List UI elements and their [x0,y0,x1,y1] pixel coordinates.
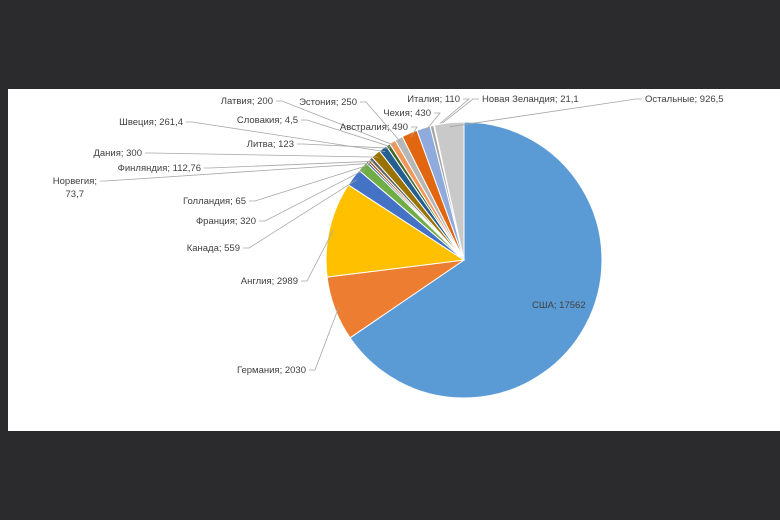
slice-label-8: Дания; 300 [93,148,142,159]
leader-line-5 [249,164,370,202]
leader-line-6 [100,162,372,182]
chart-panel: США; 17562 Германия; 2030 Англия; 2989 Кана… [8,89,780,431]
leader-line-11 [301,119,392,148]
leader-line-17 [434,98,479,130]
leader-line-4 [259,168,366,222]
slice-label-11: Словакия; 4,5 [237,115,298,126]
leader-line-2 [301,229,334,282]
slice-label-13: Эстония; 250 [299,97,357,108]
leader-line-14 [410,126,418,138]
slice-label-17: Новая Зеландия; 21,1 [482,94,579,105]
slice-label-1: Германия; 2030 [237,365,306,376]
leader-line-15 [424,112,441,133]
leader-line-1 [309,307,340,371]
leader-line-8 [145,152,379,158]
leader-line-3 [243,179,357,249]
pie-chart: США; 17562 Германия; 2030 Англия; 2989 Кана… [53,94,724,399]
pie-slice-0 [349,121,603,399]
leader-line-10 [297,143,391,149]
slice-label-0: США; 17562 [532,300,586,311]
slice-label-16: Италия; 110 [407,94,460,105]
leader-line-9 [186,121,386,152]
slice-label-10: Литва; 123 [247,139,294,150]
slice-label-9: Швеция; 261,4 [119,117,183,128]
pie-slice-18 [433,121,465,261]
slice-label-4: Франция; 320 [196,216,256,227]
leader-line-18 [449,98,642,128]
slice-label-12: Латвия; 200 [221,96,273,107]
slice-label-18: Остальные; 926,5 [645,94,724,105]
slice-label-7: Финляндия; 112,76 [118,163,201,174]
slice-label-6: Норвегия; 73,7 [53,176,97,200]
pie-slice-2 [325,184,466,278]
leader-line-7 [204,160,374,169]
slice-label-5: Голландия; 65 [183,196,246,207]
leader-line-16 [432,98,471,131]
slice-label-3: Канада; 559 [187,243,240,254]
leader-line-12 [276,100,395,146]
slice-label-14: Австралия; 490 [340,122,408,133]
leader-line-13 [360,101,401,143]
slice-label-15: Чехия; 430 [383,108,431,119]
slice-label-2: Англия; 2989 [241,276,298,287]
